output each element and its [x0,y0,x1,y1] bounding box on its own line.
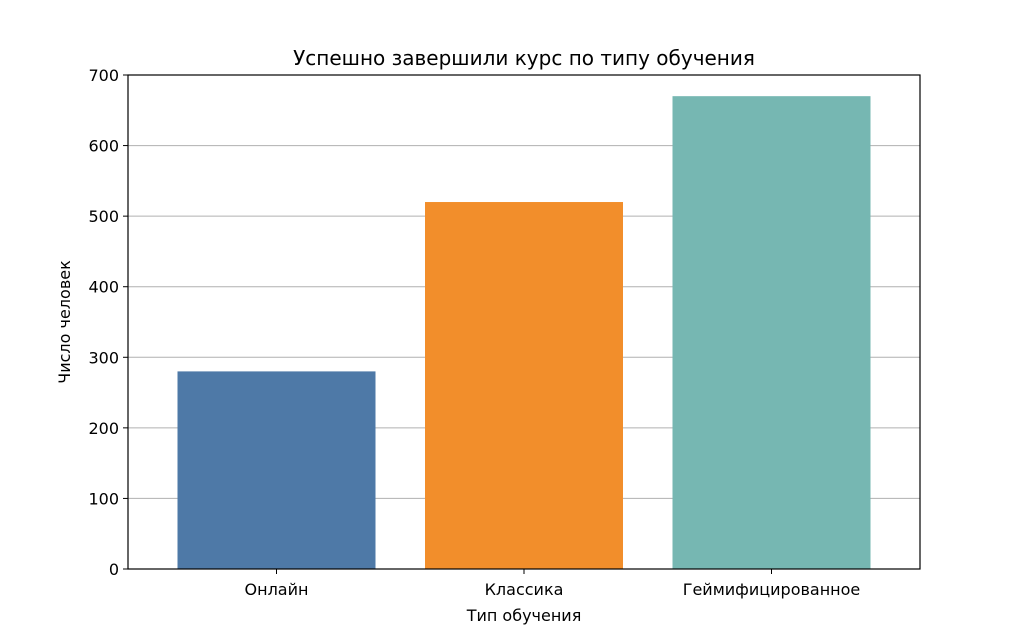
y-tick-label: 700 [88,66,119,85]
y-tick-label: 200 [88,419,119,438]
x-axis-ticks: Онлайн Классика Геймифицированное [245,569,861,599]
chart-title: Успешно завершили курс по типу обучения [293,46,755,70]
y-tick-label: 0 [109,560,119,579]
y-axis-label: Число человек [55,260,74,384]
y-tick-label: 300 [88,348,119,367]
bar-3 [672,96,871,570]
y-axis-ticks: 0 100 200 300 400 500 600 700 [88,66,128,579]
x-tick-label: Онлайн [245,580,309,599]
x-axis-label: Тип обучения [466,606,582,625]
y-tick-label: 100 [88,489,119,508]
x-tick-label: Классика [485,580,564,599]
x-tick-label: Геймифицированное [683,580,861,599]
y-tick-label: 500 [88,207,119,226]
y-tick-label: 600 [88,137,119,156]
bar-2 [425,202,623,569]
bar-1 [177,371,376,569]
y-tick-label: 400 [88,278,119,297]
bars [177,96,871,570]
